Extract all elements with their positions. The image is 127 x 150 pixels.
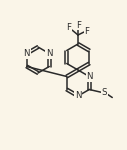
Text: S: S — [101, 88, 107, 97]
Text: F: F — [84, 27, 90, 36]
Text: F: F — [76, 21, 82, 30]
Text: F: F — [67, 24, 72, 33]
Text: N: N — [86, 72, 93, 81]
Text: N: N — [75, 92, 81, 100]
Text: N: N — [23, 49, 30, 58]
Text: N: N — [46, 49, 52, 58]
